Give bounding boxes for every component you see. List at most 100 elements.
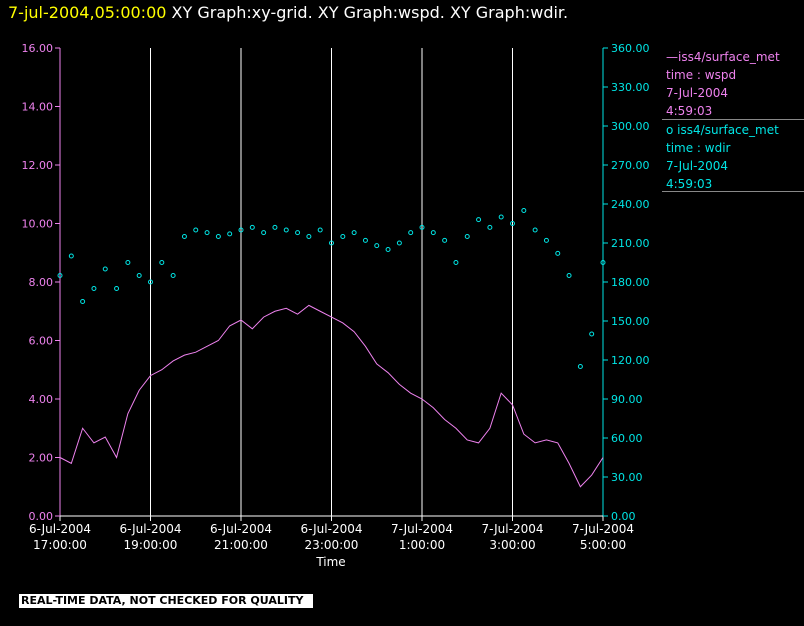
graph-list: XY Graph:xy-grid. XY Graph:wspd. XY Grap… — [171, 3, 569, 22]
wdir-point — [261, 230, 267, 236]
wdir-point — [487, 224, 493, 230]
wdir-point — [136, 273, 142, 278]
timestamp: 7-jul-2004,05:00:00 — [8, 3, 167, 22]
wdir-point — [453, 260, 459, 265]
wdir-point — [385, 247, 391, 252]
wdir-point — [204, 230, 210, 236]
wdir-point — [80, 299, 86, 304]
x-tick-label: 7-Jul-2004 — [572, 522, 634, 536]
wdir-point — [498, 214, 504, 220]
legend-divider — [662, 191, 804, 192]
legend-wspd: —iss4/surface_met time : wspd 7-Jul-2004… — [666, 48, 780, 120]
wdir-point — [317, 227, 323, 233]
x-tick-label: 7-Jul-2004 — [482, 522, 544, 536]
legend-wdir: o iss4/surface_met time : wdir 7-Jul-200… — [666, 121, 779, 193]
wdir-point — [600, 260, 606, 265]
wdir-point — [532, 227, 538, 233]
x-axis-label: Time — [315, 555, 345, 569]
wdir-point — [442, 237, 448, 243]
series-wspd — [59, 304, 604, 488]
wdir-point — [170, 273, 176, 278]
wdir-point — [555, 250, 561, 256]
x-tick-label: 21:00:00 — [214, 538, 268, 552]
wdir-point — [329, 240, 334, 246]
window-title: 7-jul-2004,05:00:00 XY Graph:xy-grid. XY… — [8, 3, 568, 22]
wdir-point — [340, 234, 346, 239]
wdir-point — [521, 208, 527, 213]
legend-time: 4:59:03 — [666, 177, 713, 191]
y-left-tick-label: 16.00 — [22, 42, 54, 55]
wdir-point — [159, 260, 165, 265]
legend-series-name: iss4/surface_met — [678, 50, 780, 64]
x-tick-label: 5:00:00 — [580, 538, 626, 552]
legend-variable: time : wdir — [666, 141, 731, 155]
x-tick-label: 6-Jul-2004 — [29, 522, 91, 536]
wdir-point — [476, 217, 482, 223]
y-right-tick-label: 30.00 — [611, 471, 643, 484]
y-right-tick-label: 60.00 — [611, 432, 643, 445]
wdir-point — [125, 260, 131, 265]
wdir-point — [362, 237, 368, 243]
wdir-point — [295, 230, 301, 236]
grid — [150, 48, 513, 516]
wdir-point — [577, 364, 583, 369]
wdir-point — [374, 243, 380, 249]
y-right-tick-label: 210.00 — [611, 237, 650, 250]
legend-circle-symbol: o — [666, 123, 674, 137]
wdir-point — [68, 253, 74, 259]
x-tick-label: 1:00:00 — [399, 538, 445, 552]
x-tick-label: 6-Jul-2004 — [210, 522, 272, 536]
legend-date: 7-Jul-2004 — [666, 159, 728, 173]
y-left-tick-label: 2.00 — [29, 452, 54, 465]
legend-divider — [662, 119, 804, 120]
wdir-point — [102, 266, 108, 272]
wdir-point — [114, 286, 120, 291]
y-right-tick-label: 120.00 — [611, 354, 650, 367]
wdir-point — [306, 234, 312, 239]
axes: 6-Jul-2004 17:00:00 6-Jul-2004 19:00:00 6-Ju… — [22, 42, 650, 552]
x-tick-label: 23:00:00 — [305, 538, 359, 552]
y-left-tick-label: 14.00 — [22, 101, 54, 114]
wdir-point — [396, 240, 402, 246]
y-right-tick-label: 240.00 — [611, 198, 650, 211]
quality-note: REAL-TIME DATA, NOT CHECKED FOR QUALITY — [19, 594, 313, 608]
y-left-tick-label: 12.00 — [22, 159, 54, 172]
legend-time: 4:59:03 — [666, 104, 713, 118]
legend-variable: time : wspd — [666, 68, 737, 82]
y-right-tick-label: 330.00 — [611, 81, 650, 94]
wdir-point — [181, 234, 187, 239]
wdir-point — [249, 224, 255, 230]
legend-series-name: iss4/surface_met — [677, 123, 779, 137]
wdir-point — [57, 273, 63, 278]
x-tick-label: 3:00:00 — [489, 538, 535, 552]
x-tick-label: 7-Jul-2004 — [391, 522, 453, 536]
wdir-point — [566, 273, 572, 278]
wdir-point — [91, 286, 97, 291]
x-tick-label: 6-Jul-2004 — [301, 522, 363, 536]
series-wdir — [57, 208, 606, 369]
wspd-line — [59, 304, 604, 488]
wdir-point — [419, 224, 425, 230]
wdir-point — [408, 230, 414, 236]
wdir-point — [272, 224, 278, 230]
y-right-tick-label: 0.00 — [611, 510, 636, 523]
wdir-point — [148, 279, 153, 285]
y-left-tick-label: 0.00 — [29, 510, 54, 523]
legend-date: 7-Jul-2004 — [666, 86, 728, 100]
wdir-point — [430, 230, 436, 236]
y-left-tick-label: 8.00 — [29, 276, 54, 289]
wdir-point — [215, 234, 221, 239]
y-right-tick-label: 150.00 — [611, 315, 650, 328]
y-right-tick-label: 180.00 — [611, 276, 650, 289]
y-left-tick-label: 10.00 — [22, 218, 54, 231]
y-right-tick-label: 270.00 — [611, 159, 650, 172]
wdir-point — [464, 234, 470, 239]
y-left-tick-label: 4.00 — [29, 393, 54, 406]
wdir-point — [351, 230, 357, 236]
x-tick-label: 19:00:00 — [124, 538, 178, 552]
wdir-point — [283, 227, 289, 233]
wdir-point — [193, 227, 199, 233]
x-tick-label: 6-Jul-2004 — [120, 522, 182, 536]
y-right-tick-label: 300.00 — [611, 120, 650, 133]
